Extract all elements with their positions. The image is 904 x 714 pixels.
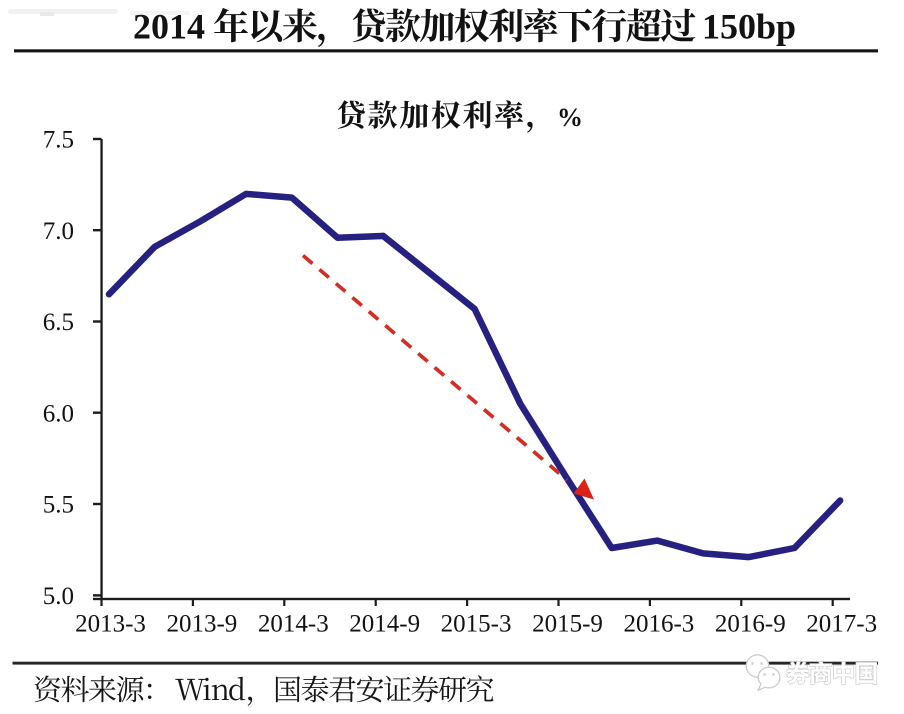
svg-text:2014-9: 2014-9 — [349, 611, 420, 638]
svg-text:2014: 2014 — [133, 7, 205, 47]
svg-text:6.5: 6.5 — [43, 309, 74, 336]
svg-text:2016-3: 2016-3 — [623, 611, 694, 638]
svg-text:2013-9: 2013-9 — [166, 611, 237, 638]
svg-text:2015-9: 2015-9 — [532, 611, 603, 638]
svg-text:%: % — [557, 103, 583, 132]
svg-text:2014-3: 2014-3 — [258, 611, 329, 638]
svg-text:6.0: 6.0 — [43, 400, 74, 427]
svg-text:150bp: 150bp — [702, 7, 796, 47]
svg-text:5.0: 5.0 — [43, 583, 74, 610]
svg-text:7.0: 7.0 — [43, 218, 74, 245]
svg-text:5.5: 5.5 — [43, 492, 74, 519]
svg-text:2017-3: 2017-3 — [806, 611, 877, 638]
svg-text:7.5: 7.5 — [43, 127, 74, 154]
svg-text:2015-3: 2015-3 — [441, 611, 512, 638]
svg-text:2016-9: 2016-9 — [715, 611, 786, 638]
svg-text:2013-3: 2013-3 — [75, 611, 146, 638]
